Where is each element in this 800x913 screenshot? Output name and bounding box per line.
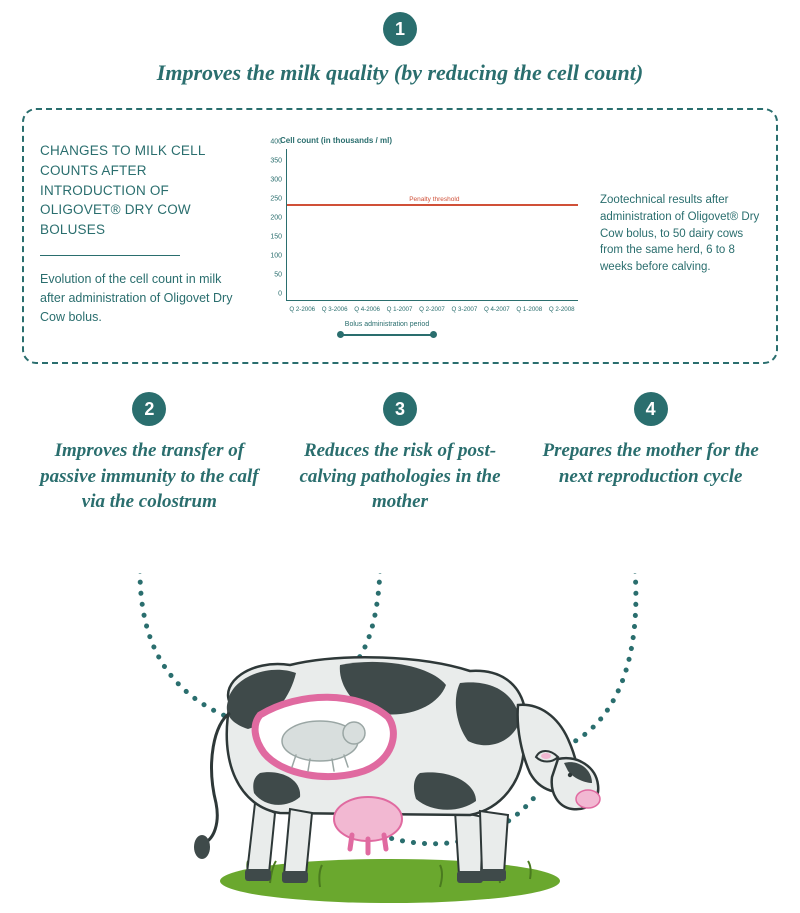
chart-y-tick: 150: [270, 234, 282, 241]
chart-y-tick: 350: [270, 158, 282, 165]
chart-y-tick: 0: [278, 291, 282, 298]
badge-3: 3: [383, 392, 417, 426]
bar-chart: 050100150200250300350400 Penalty thresho…: [258, 149, 578, 319]
badge-2: 2: [132, 392, 166, 426]
chart-y-title: Cell count (in thousands / ml): [280, 136, 588, 145]
penalty-threshold-line: [287, 204, 578, 206]
penalty-threshold-label: Penalty threshold: [409, 196, 459, 203]
chart-x-label: Q 1-2007: [383, 303, 415, 319]
benefit-4: 4 Prepares the mother for the next repro…: [537, 392, 764, 515]
chart-y-tick: 200: [270, 215, 282, 222]
chart-y-tick: 50: [274, 272, 282, 279]
cow-illustration: [120, 573, 680, 913]
chart-x-label: Q 2-2007: [416, 303, 448, 319]
connector-4: [572, 573, 636, 743]
chart-y-axis: 050100150200250300350400: [258, 149, 282, 301]
chart-y-tick: 400: [270, 139, 282, 146]
chart-x-label: Q 3-2006: [318, 303, 350, 319]
cow-illustration-zone: [0, 519, 800, 899]
benefit-2-text: Improves the transfer of passive immunit…: [36, 438, 263, 515]
benefits-row: 2 Improves the transfer of passive immun…: [0, 364, 800, 515]
connector-2: [140, 573, 238, 721]
cow-udder: [334, 797, 402, 853]
chart-bars: [287, 149, 578, 300]
chart-x-label: Q 4-2007: [481, 303, 513, 319]
badge-1: 1: [383, 12, 417, 46]
uterus-calf: [255, 697, 393, 776]
badge-4: 4: [634, 392, 668, 426]
benefit-2: 2 Improves the transfer of passive immun…: [36, 392, 263, 515]
chart-x-label: Q 1-2008: [513, 303, 545, 319]
chart-x-label: Q 2-2008: [546, 303, 578, 319]
chart-container: Cell count (in thousands / ml) 0 50 100 150…: [252, 130, 588, 338]
chart-panel: CHANGES TO MILK CELL COUNTS AFTER INTROD…: [22, 108, 778, 364]
panel-divider: [40, 255, 180, 256]
chart-x-labels: Q 2-2006Q 3-2006Q 4-2006Q 1-2007Q 2-2007…: [286, 303, 578, 319]
chart-x-label: Q 3-2007: [448, 303, 480, 319]
chart-x-label: Q 2-2006: [286, 303, 318, 319]
chart-y-tick: 300: [270, 177, 282, 184]
chart-y-tick: 250: [270, 196, 282, 203]
benefit-3: 3 Reduces the risk of post-calving patho…: [287, 392, 514, 515]
panel-left: CHANGES TO MILK CELL COUNTS AFTER INTROD…: [40, 141, 240, 326]
panel-right-text: Zootechnical results after administratio…: [600, 192, 760, 275]
chart-y-tick: 100: [270, 253, 282, 260]
benefit-3-text: Reduces the risk of post-calving patholo…: [287, 438, 514, 515]
chart-x-label: Q 4-2006: [351, 303, 383, 319]
cow-body: [194, 657, 600, 883]
panel-header: CHANGES TO MILK CELL COUNTS AFTER INTROD…: [40, 141, 240, 239]
section1-title: Improves the milk quality (by reducing t…: [0, 60, 800, 86]
admin-period-label: Bolus administration period: [312, 321, 462, 328]
admin-period-indicator: [337, 332, 437, 338]
panel-subtext: Evolution of the cell count in milk afte…: [40, 270, 240, 326]
chart-plot-area: Penalty threshold: [286, 149, 578, 301]
benefit-4-text: Prepares the mother for the next reprodu…: [537, 438, 764, 489]
